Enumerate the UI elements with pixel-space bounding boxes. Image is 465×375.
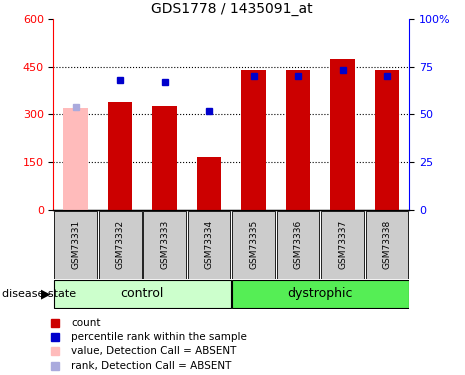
- FancyBboxPatch shape: [232, 280, 409, 308]
- Text: GSM73331: GSM73331: [71, 220, 80, 269]
- Text: ▶: ▶: [41, 287, 50, 300]
- Text: disease state: disease state: [2, 289, 76, 299]
- Text: dystrophic: dystrophic: [287, 287, 353, 300]
- Text: GSM73336: GSM73336: [293, 220, 303, 269]
- FancyBboxPatch shape: [54, 280, 231, 308]
- Title: GDS1778 / 1435091_at: GDS1778 / 1435091_at: [151, 2, 312, 16]
- FancyBboxPatch shape: [321, 211, 364, 279]
- Bar: [64, 108, 88, 210]
- FancyBboxPatch shape: [277, 211, 319, 279]
- Text: count: count: [72, 318, 101, 328]
- Text: GSM73332: GSM73332: [116, 220, 125, 269]
- Text: GSM73337: GSM73337: [338, 220, 347, 269]
- FancyBboxPatch shape: [365, 211, 408, 279]
- Bar: [375, 70, 399, 210]
- Text: control: control: [121, 287, 164, 300]
- Text: GSM73334: GSM73334: [205, 220, 213, 269]
- FancyBboxPatch shape: [188, 211, 231, 279]
- Text: GSM73338: GSM73338: [383, 220, 392, 269]
- Bar: [153, 106, 177, 210]
- Bar: [330, 58, 355, 210]
- Text: percentile rank within the sample: percentile rank within the sample: [72, 332, 247, 342]
- FancyBboxPatch shape: [54, 211, 97, 279]
- Text: GSM73335: GSM73335: [249, 220, 258, 269]
- Bar: [286, 70, 310, 210]
- Text: GSM73333: GSM73333: [160, 220, 169, 269]
- Bar: [197, 158, 221, 210]
- FancyBboxPatch shape: [143, 211, 186, 279]
- Text: rank, Detection Call = ABSENT: rank, Detection Call = ABSENT: [72, 361, 232, 371]
- FancyBboxPatch shape: [232, 211, 275, 279]
- FancyBboxPatch shape: [99, 211, 141, 279]
- Bar: [108, 102, 133, 210]
- Text: value, Detection Call = ABSENT: value, Detection Call = ABSENT: [72, 346, 237, 356]
- Bar: [241, 70, 266, 210]
